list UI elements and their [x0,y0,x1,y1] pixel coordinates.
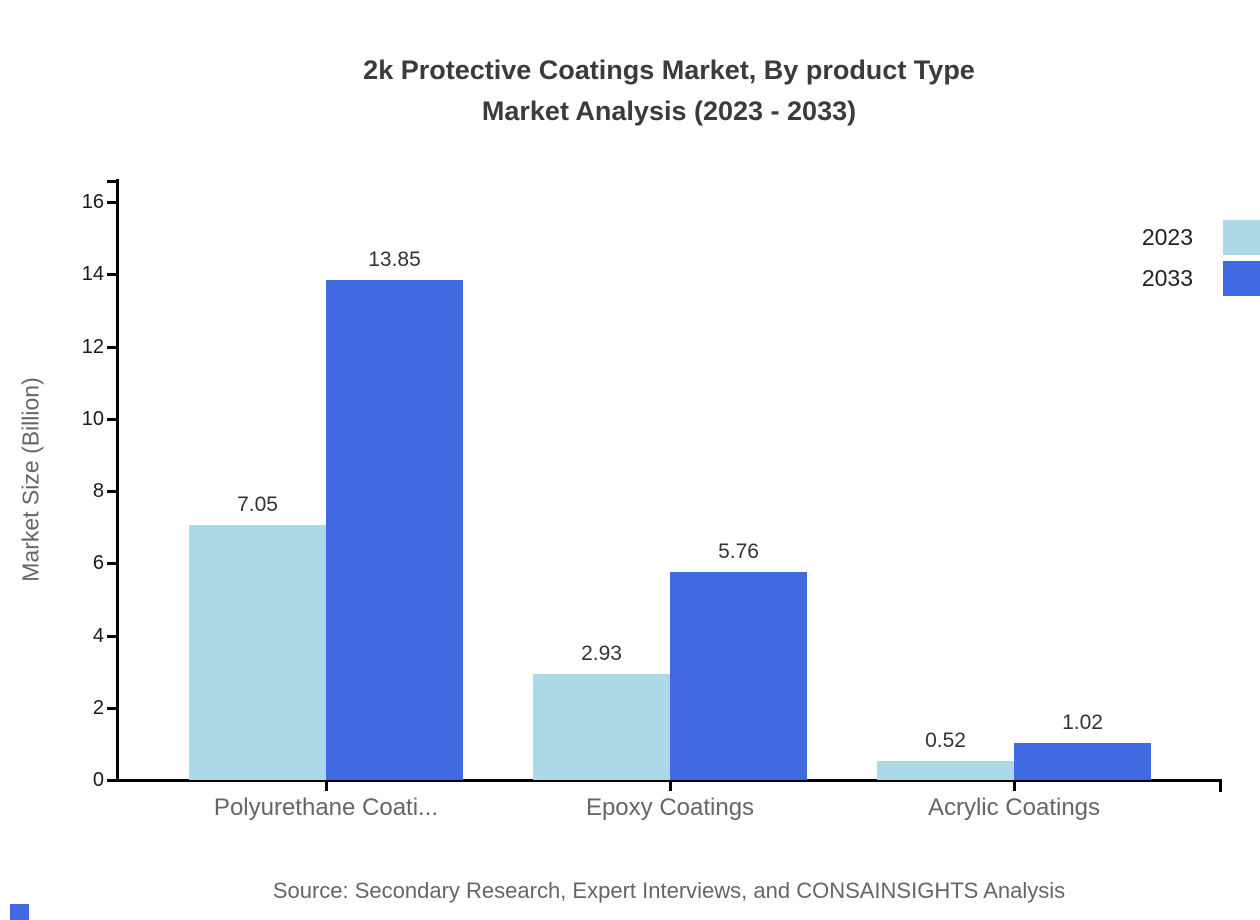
bar-2023-0[interactable] [189,525,326,780]
y-tick-label-10: 10 [81,407,104,430]
bar-2033-2[interactable] [1014,743,1151,780]
y-axis-cap-tick [107,180,117,183]
y-tick-16 [107,201,117,204]
category-label-0: Polyurethane Coati... [213,794,439,821]
y-tick-label-16: 16 [81,191,104,213]
legend-label-2023: 2023 [1141,223,1193,250]
bar-value-2033-1: 5.76 [718,539,759,563]
y-tick-0 [107,779,117,782]
x-tick-0 [325,780,328,791]
y-tick-label-2: 2 [92,696,104,719]
y-tick-label-8: 8 [92,480,104,502]
y-axis-line [116,179,119,782]
y-tick-label-4: 4 [92,624,104,647]
y-tick-label-6: 6 [92,552,104,575]
bar-value-2033-2: 1.02 [1062,711,1103,735]
bar-2033-0[interactable] [326,279,463,780]
legend-swatch-2023 [1223,219,1260,255]
y-tick-6 [107,562,117,566]
y-tick-10 [107,417,117,421]
y-tick-8 [107,490,117,493]
y-tick-14 [107,273,117,277]
y-tick-2 [107,706,117,710]
legend-label-2033: 2033 [1141,264,1193,291]
x-tick-2 [1013,780,1016,791]
bar-2023-1[interactable] [533,674,670,780]
y-tick-4 [107,634,117,638]
category-label-1: Epoxy Coatings [585,794,755,821]
category-label-2: Acrylic Coatings [927,794,1101,821]
legend-swatch-2033 [1223,260,1260,296]
legend-item-2033[interactable]: 2033 [1142,260,1260,296]
bar-value-2033-0: 13.85 [368,247,421,271]
y-tick-label-14: 14 [81,263,104,286]
chart-title-line2: Market Analysis (2023 - 2033) [481,96,857,126]
bar-value-2023-2: 0.52 [925,729,966,753]
y-tick-12 [107,345,117,349]
y-tick-label-0: 0 [92,769,104,791]
source-attribution: Source: Secondary Research, Expert Inter… [272,878,1066,903]
legend-item-2023[interactable]: 2023 [1142,219,1260,255]
bar-2033-1[interactable] [670,571,807,780]
chart-title: 2k Protective Coatings Market, By produc… [78,50,1260,132]
bar-value-2023-1: 2.93 [581,642,622,666]
brand-mark [10,904,29,920]
x-tick-1 [669,780,672,791]
chart-title-line1: 2k Protective Coatings Market, By produc… [363,55,975,85]
y-tick-label-12: 12 [81,335,104,358]
bar-value-2023-0: 7.05 [237,493,278,517]
bar-2023-2[interactable] [877,761,1014,780]
legend: 2023 2033 [1142,219,1260,296]
x-axis-end-tick [1219,779,1222,792]
